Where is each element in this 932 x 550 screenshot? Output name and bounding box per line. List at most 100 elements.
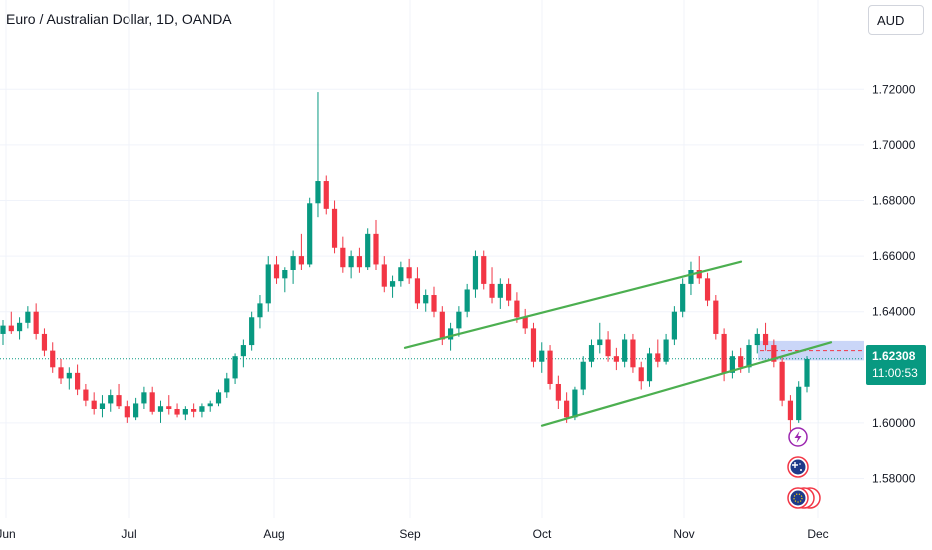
candles <box>0 92 864 432</box>
candle <box>630 333 636 373</box>
candle <box>331 200 338 254</box>
eu-flag-icon[interactable] <box>787 487 821 509</box>
y-tick-label: 1.58000 <box>872 472 916 486</box>
candle <box>315 92 321 218</box>
candle <box>116 383 122 409</box>
x-tick-label: Jun <box>0 527 16 541</box>
candle <box>215 389 222 407</box>
candle <box>381 256 387 293</box>
y-tick-label: 1.64000 <box>872 305 916 319</box>
candle <box>83 383 89 407</box>
candle <box>729 350 736 379</box>
candle <box>50 342 56 373</box>
candle <box>108 389 114 412</box>
candle <box>696 256 702 284</box>
currency-label: AUD <box>877 12 905 28</box>
candle <box>265 256 271 312</box>
candle <box>373 219 379 270</box>
candle <box>746 339 752 373</box>
candle <box>704 272 711 307</box>
candle <box>323 175 329 215</box>
y-axis: 1.72000 1.70000 1.68000 1.66000 1.64000 1.600… <box>872 82 916 485</box>
candle <box>506 278 512 307</box>
x-tick-label: Aug <box>263 527 284 541</box>
candle <box>597 322 603 354</box>
candle <box>41 328 48 357</box>
candle <box>456 306 462 337</box>
candle <box>174 403 180 418</box>
candle <box>787 395 794 432</box>
candle <box>273 256 280 284</box>
candle <box>646 347 653 387</box>
candle <box>307 197 313 268</box>
candle <box>414 267 421 309</box>
candle <box>348 250 354 279</box>
candle <box>423 289 429 312</box>
candle <box>497 278 503 309</box>
candle <box>605 331 611 362</box>
event-icons[interactable] <box>787 427 821 509</box>
candle <box>8 311 14 334</box>
candle <box>431 286 437 318</box>
candle <box>133 397 139 421</box>
candle <box>671 306 677 346</box>
candle <box>588 339 595 368</box>
candle <box>91 392 97 415</box>
candle <box>240 339 246 368</box>
candle <box>124 400 130 423</box>
candle <box>472 250 479 298</box>
candle <box>688 261 694 296</box>
candle <box>638 361 644 390</box>
y-tick-label: 1.66000 <box>872 249 916 263</box>
candle <box>340 236 346 273</box>
candle <box>804 356 810 393</box>
candle <box>572 386 578 421</box>
chart-title: Euro / Australian Dollar, 1D, OANDA <box>6 11 232 27</box>
channel-lower-line[interactable] <box>540 341 833 427</box>
current-price-value: 1.62308 <box>872 349 916 363</box>
candle <box>530 322 537 368</box>
candle <box>356 247 363 273</box>
candle <box>406 258 412 284</box>
candle <box>680 278 686 318</box>
y-tick-label: 1.72000 <box>872 82 916 96</box>
candle <box>398 261 404 287</box>
candle <box>191 403 197 418</box>
candle <box>713 295 719 340</box>
y-tick-label: 1.68000 <box>872 194 916 208</box>
candle <box>547 345 553 390</box>
candle <box>99 395 106 418</box>
candle <box>141 386 147 409</box>
australia-flag-icon[interactable] <box>787 456 809 478</box>
lightning-icon[interactable] <box>788 427 808 447</box>
candle <box>464 283 470 318</box>
x-tick-label: Jul <box>121 527 136 541</box>
candle <box>290 250 296 284</box>
candle <box>149 386 155 415</box>
candle <box>232 353 238 384</box>
candle <box>580 356 586 396</box>
candle <box>16 317 23 340</box>
candle <box>796 381 802 423</box>
candle <box>622 333 628 368</box>
candle <box>249 311 255 351</box>
candle <box>522 308 528 334</box>
candle <box>663 333 669 365</box>
grid-lines <box>0 0 864 518</box>
candle <box>365 228 371 270</box>
candle <box>0 320 6 346</box>
candle <box>298 233 304 270</box>
channel-upper-line[interactable] <box>403 260 743 349</box>
x-tick-label: Sep <box>399 527 421 541</box>
currency-selector[interactable]: AUD <box>868 5 924 35</box>
candle <box>489 267 495 304</box>
candle <box>25 306 31 329</box>
candle <box>771 339 777 368</box>
candle <box>655 339 661 368</box>
x-tick-label: Nov <box>673 527 694 541</box>
y-tick-label: 1.60000 <box>872 416 916 430</box>
candle <box>754 328 760 354</box>
candle <box>199 403 205 418</box>
candle <box>555 375 561 409</box>
